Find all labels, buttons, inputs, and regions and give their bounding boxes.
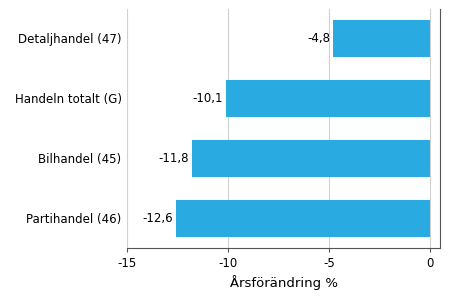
X-axis label: Årsförändring %: Årsförändring % (230, 275, 338, 290)
Bar (176, 200, 430, 237)
Text: -12,6: -12,6 (142, 212, 173, 225)
Bar (192, 140, 430, 177)
Text: -10,1: -10,1 (192, 92, 223, 105)
Text: -4,8: -4,8 (307, 32, 330, 45)
Text: -11,8: -11,8 (158, 152, 189, 165)
Bar (226, 80, 430, 117)
Bar (333, 20, 430, 57)
